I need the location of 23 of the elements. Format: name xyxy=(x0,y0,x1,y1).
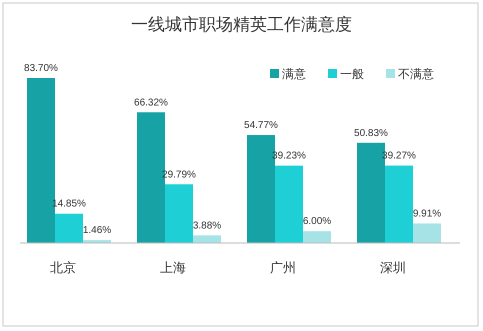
bar xyxy=(275,166,303,243)
legend-label: 不满意 xyxy=(398,67,434,81)
data-label: 9.91% xyxy=(412,208,442,220)
bar xyxy=(385,166,413,243)
x-tick-label: 深圳 xyxy=(380,261,406,276)
bar xyxy=(165,184,193,243)
data-label: 6.00% xyxy=(302,216,332,228)
data-label: 54.77% xyxy=(244,120,278,132)
bar xyxy=(303,231,331,243)
data-label: 83.70% xyxy=(24,63,58,74)
data-label: 50.83% xyxy=(354,128,388,139)
data-label: 1.46% xyxy=(82,225,112,236)
legend-label: 一般 xyxy=(340,67,364,81)
x-tick-label: 广州 xyxy=(270,261,296,276)
bar xyxy=(413,223,441,243)
x-tick-label: 北京 xyxy=(50,261,76,276)
bar xyxy=(55,214,83,243)
legend-label: 满意 xyxy=(282,67,306,81)
data-label: 3.88% xyxy=(192,220,222,232)
bar xyxy=(193,235,221,243)
x-tick-label: 上海 xyxy=(160,261,186,276)
chart-title: 一线城市职场精英工作满意度 xyxy=(131,15,352,35)
data-label: 66.32% xyxy=(134,97,168,108)
